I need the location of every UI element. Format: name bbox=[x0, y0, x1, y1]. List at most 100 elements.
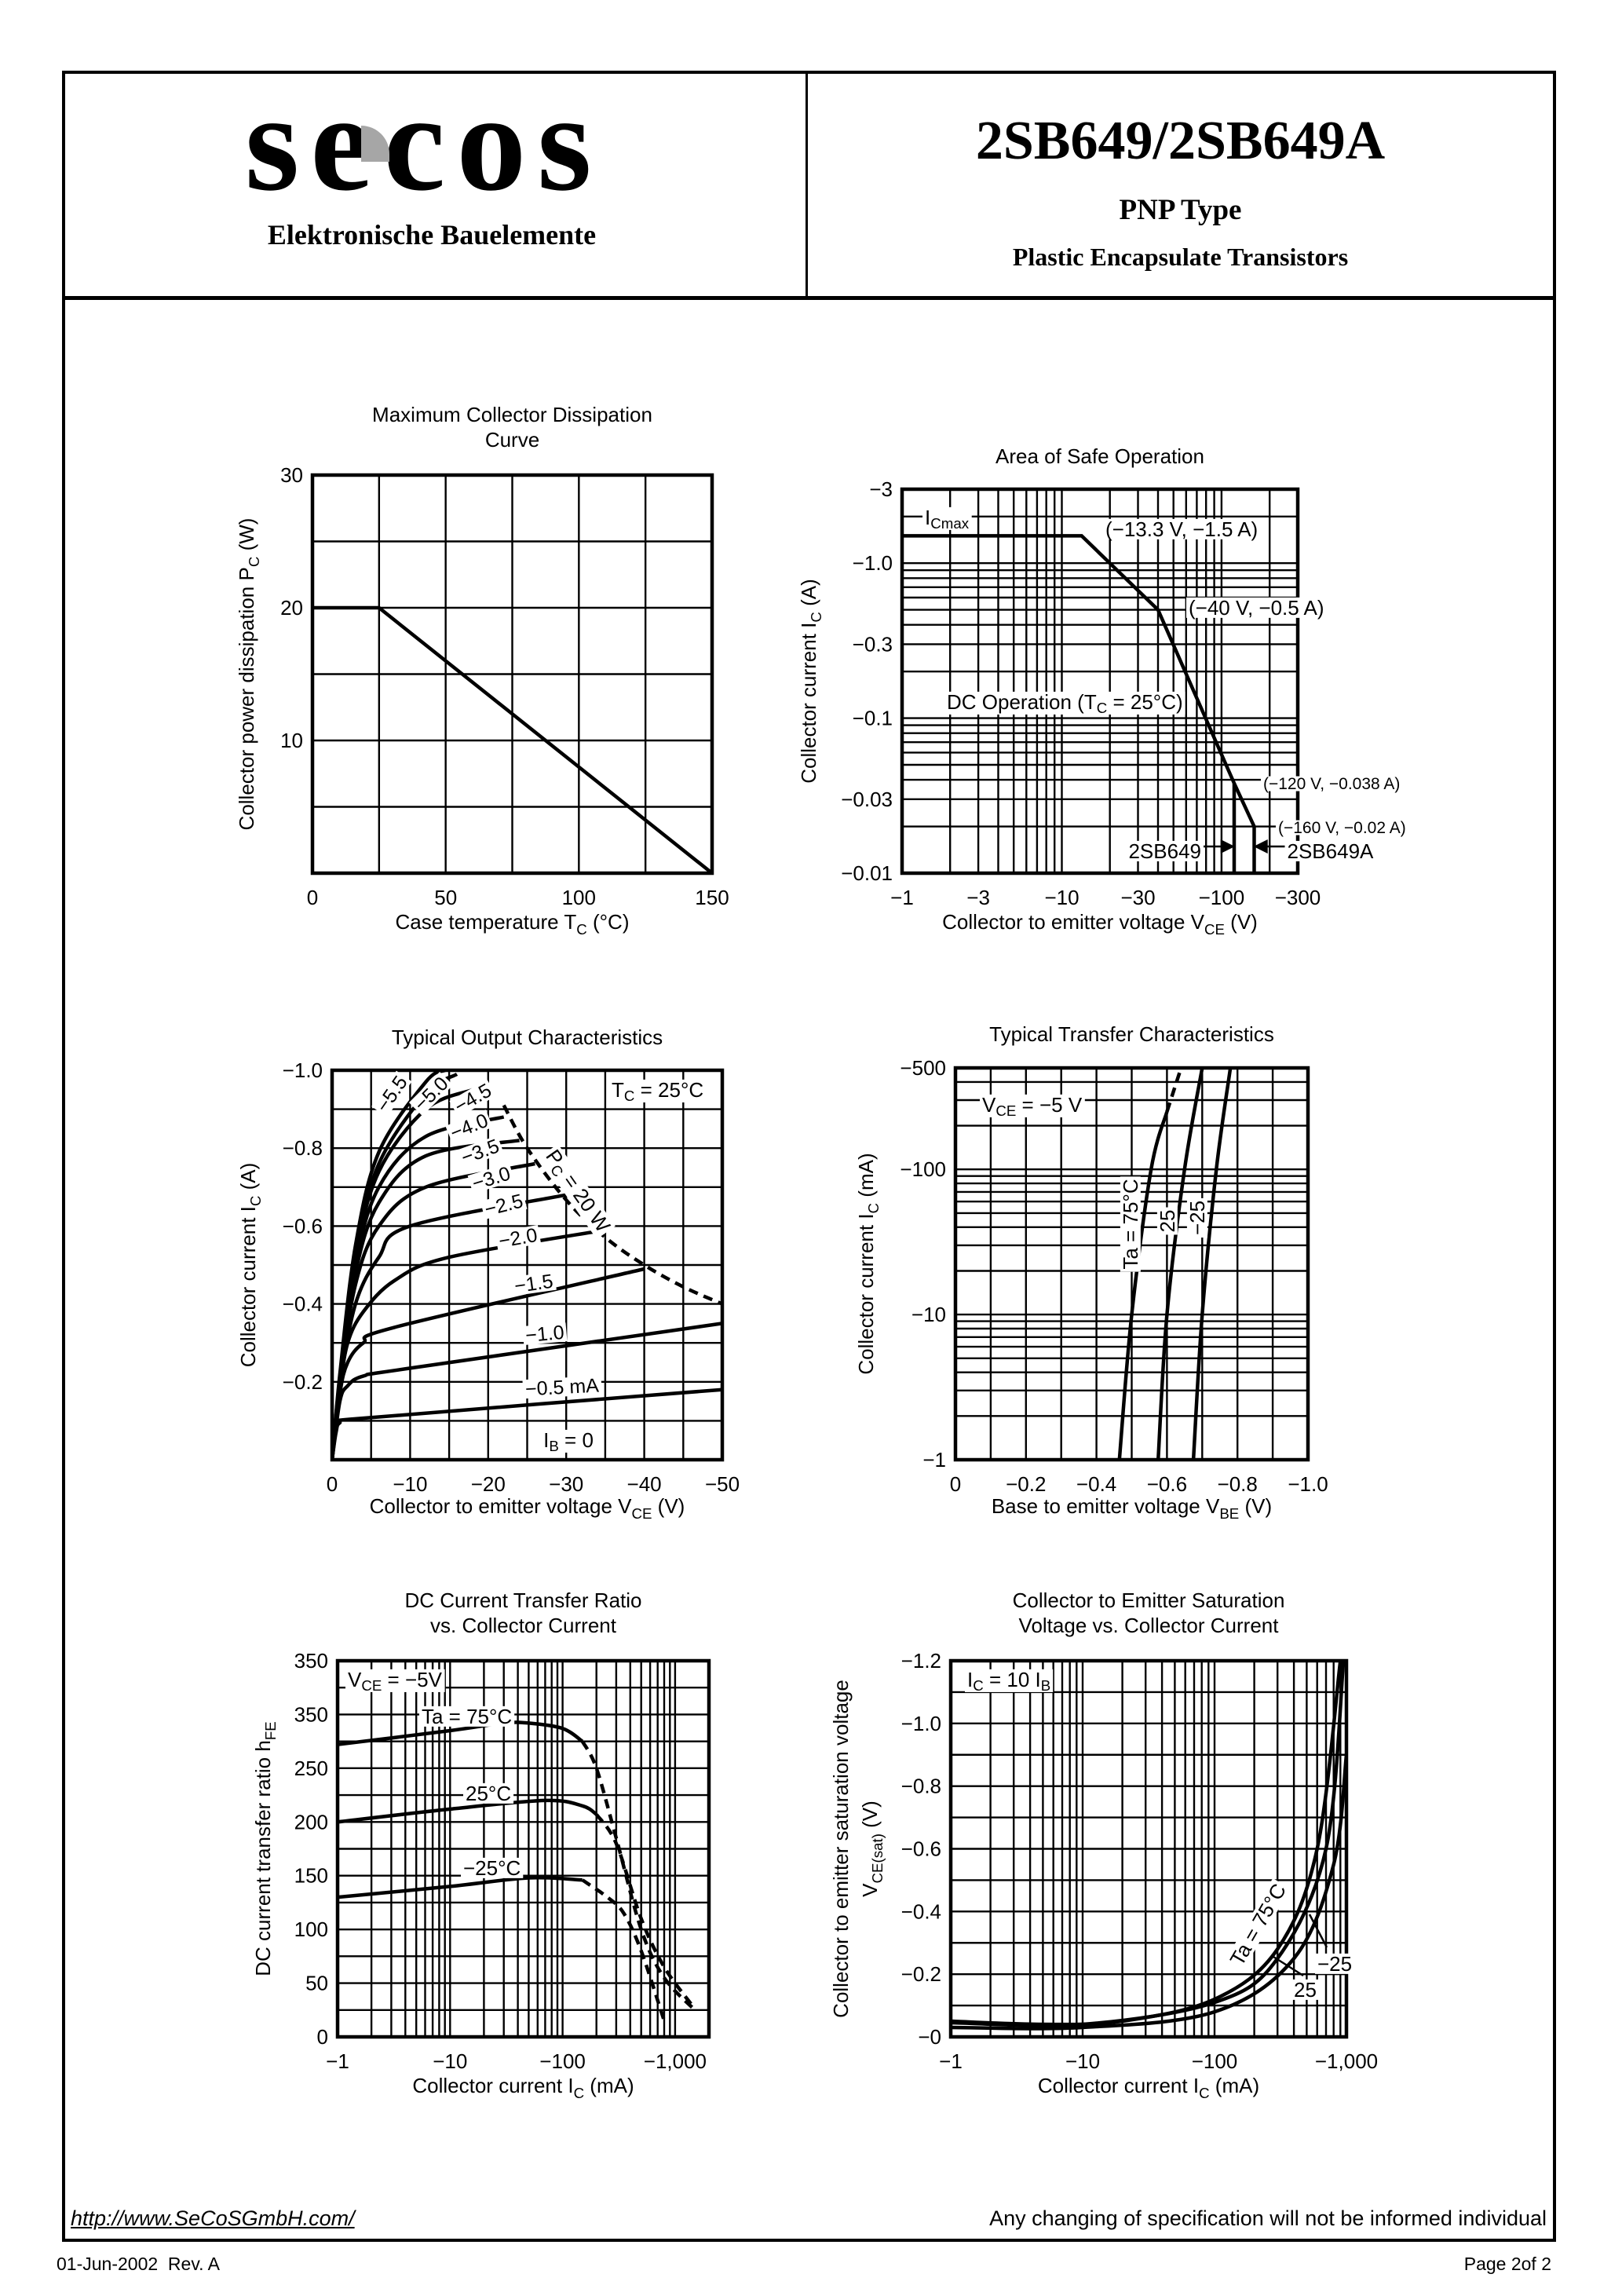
text-segment: 25 bbox=[1294, 1978, 1317, 2002]
x-tick-label: −10 bbox=[433, 2049, 467, 2073]
y-tick-label: −10 bbox=[911, 1303, 946, 1326]
y-tick-label: −0.4 bbox=[901, 1899, 941, 1923]
series-group bbox=[951, 1661, 1346, 2031]
website-link[interactable]: http://www.SeCoSGmbH.com/ bbox=[71, 2206, 355, 2230]
grid bbox=[336, 1659, 711, 2038]
text-segment: = 25°C) bbox=[1107, 690, 1182, 714]
x-tick-label: −1 bbox=[326, 2049, 349, 2073]
subscript: CE bbox=[1204, 921, 1225, 938]
annotation-text: TC = 25°C bbox=[612, 1078, 703, 1104]
annotation-background bbox=[522, 1375, 602, 1399]
y-tick-label: −0.6 bbox=[901, 1837, 941, 1861]
y-tick-label: 250 bbox=[294, 1757, 328, 1780]
annotation-background bbox=[371, 1070, 412, 1117]
text-segment: V bbox=[348, 1668, 362, 1691]
annotation-background bbox=[1186, 597, 1327, 618]
page-border bbox=[62, 71, 1556, 2242]
series-line-2 bbox=[951, 1661, 1346, 2027]
x-axis-label: Collector to emitter voltage VCE (V) bbox=[942, 910, 1258, 938]
text-segment: Collector power dissipation P bbox=[235, 567, 258, 830]
text-segment: −25 bbox=[1185, 1201, 1209, 1235]
text-segment: 2SB649A bbox=[1288, 839, 1375, 863]
chart-title: Collector to Emitter Saturation bbox=[1013, 1589, 1285, 1612]
series-line-11 bbox=[332, 1070, 447, 1460]
y-axis-label: VCE(sat) (V) bbox=[858, 1801, 886, 1897]
series-line-4 bbox=[1191, 1068, 1233, 1460]
annotation-text: 2SB649 bbox=[1128, 839, 1201, 863]
subscript: C bbox=[865, 1203, 882, 1214]
grid bbox=[311, 473, 714, 875]
x-tick-label: −40 bbox=[627, 1472, 662, 1496]
chart-5: −1 −10 −100 −1,000 0 50 100 150 200 250 350 350 DC C… bbox=[251, 1589, 711, 2101]
text-segment: I bbox=[967, 1668, 973, 1691]
x-tick-label: −1.0 bbox=[1288, 1472, 1328, 1496]
text-segment: −25 bbox=[1317, 1952, 1352, 1976]
logo-text: secos bbox=[245, 64, 603, 220]
annotation: −25 bbox=[1315, 1952, 1355, 1976]
text-segment: (−160 V, −0.02 A) bbox=[1278, 819, 1406, 837]
pointer-line bbox=[1308, 1914, 1328, 1948]
text-segment: (−13.3 V, −1.5 A) bbox=[1105, 517, 1258, 541]
text-segment: Case temperature T bbox=[396, 910, 577, 934]
x-tick-label: 0 bbox=[327, 1472, 338, 1496]
y-tick-label: −0.6 bbox=[283, 1214, 323, 1238]
y-tick-label: −0.03 bbox=[841, 788, 893, 811]
annotation-background bbox=[980, 1094, 1085, 1117]
annotation-background bbox=[1261, 776, 1403, 792]
x-axis-label: Base to emitter voltage VBE (V) bbox=[992, 1494, 1272, 1522]
annotation-background bbox=[944, 691, 1185, 715]
annotation: −1.5 bbox=[510, 1270, 557, 1297]
text-segment: −1.5 bbox=[513, 1270, 554, 1297]
annotation-background bbox=[609, 1079, 707, 1102]
x-tick-label: −300 bbox=[1275, 886, 1321, 909]
x-tick-label: −50 bbox=[705, 1472, 740, 1496]
series-line-5 bbox=[338, 1875, 583, 1899]
product-description: Plastic Encapsulate Transistors bbox=[1012, 243, 1349, 271]
subscript: C bbox=[808, 612, 824, 623]
annotation: ICmax bbox=[922, 506, 972, 532]
annotation-background bbox=[522, 1322, 568, 1345]
text-segment: (mA) bbox=[1210, 2074, 1260, 2097]
y-tick-label: −0.8 bbox=[283, 1136, 323, 1160]
annotation-text: DC Operation (TC = 25°C) bbox=[947, 690, 1183, 716]
x-tick-label: 150 bbox=[695, 886, 729, 909]
chart-title: Area of Safe Operation bbox=[995, 444, 1204, 468]
annotation-text: 2SB649A bbox=[1288, 839, 1375, 863]
annotation-text: IC = 10 IB bbox=[967, 1668, 1050, 1694]
text-segment: −0.5 mA bbox=[524, 1374, 599, 1400]
annotation-text: PC = 20 W bbox=[539, 1145, 616, 1238]
text-segment: 25°C bbox=[466, 1782, 511, 1805]
text-segment: (V) bbox=[1239, 1494, 1272, 1518]
y-axis-label: Collector current IC (A) bbox=[236, 1163, 264, 1368]
x-tick-label: 0 bbox=[950, 1472, 961, 1496]
text-segment: −3.0 bbox=[469, 1162, 513, 1194]
x-tick-label: −0.4 bbox=[1076, 1472, 1116, 1496]
grid bbox=[949, 1659, 1348, 2038]
annotation: DC Operation (TC = 25°C) bbox=[944, 690, 1185, 716]
subscript: C bbox=[574, 2085, 585, 2101]
date-revision: 01-Jun-2002 Rev. A bbox=[57, 2254, 220, 2274]
annotation: VCE = −5V bbox=[345, 1668, 445, 1694]
part-number: 2SB649/2SB649A bbox=[975, 111, 1386, 171]
text-segment: (W) bbox=[235, 518, 258, 557]
x-tick-label: −30 bbox=[1120, 886, 1155, 909]
annotation-background bbox=[449, 1079, 497, 1118]
y-tick-label: −1.2 bbox=[901, 1649, 941, 1673]
text-segment: Base to emitter voltage V bbox=[992, 1494, 1220, 1518]
chart-2: −1 −3 −10 −30 −100 −300 −0.01 −0.03 −0.1 −0.3 −1.0… bbox=[797, 444, 1408, 938]
text-segment: = 25°C bbox=[634, 1078, 703, 1102]
page-number: Page 2of 2 bbox=[1463, 2254, 1551, 2274]
annotation: (−40 V, −0.5 A) bbox=[1186, 596, 1327, 620]
grid bbox=[901, 488, 1299, 875]
annotation-background bbox=[1291, 1979, 1319, 2000]
annotation-background bbox=[1156, 1207, 1178, 1235]
text-segment: = 0 bbox=[559, 1428, 594, 1452]
annotation-text: 25 bbox=[1156, 1210, 1179, 1233]
chart-title: Maximum Collector Dissipation bbox=[372, 403, 652, 426]
text-segment: −25°C bbox=[463, 1856, 521, 1880]
text-segment: I bbox=[543, 1428, 549, 1452]
annotation-background bbox=[539, 1143, 616, 1240]
annotation: 25 bbox=[1291, 1978, 1319, 2002]
y-tick-label: −0.2 bbox=[283, 1370, 323, 1394]
annotation-background bbox=[1284, 840, 1377, 861]
